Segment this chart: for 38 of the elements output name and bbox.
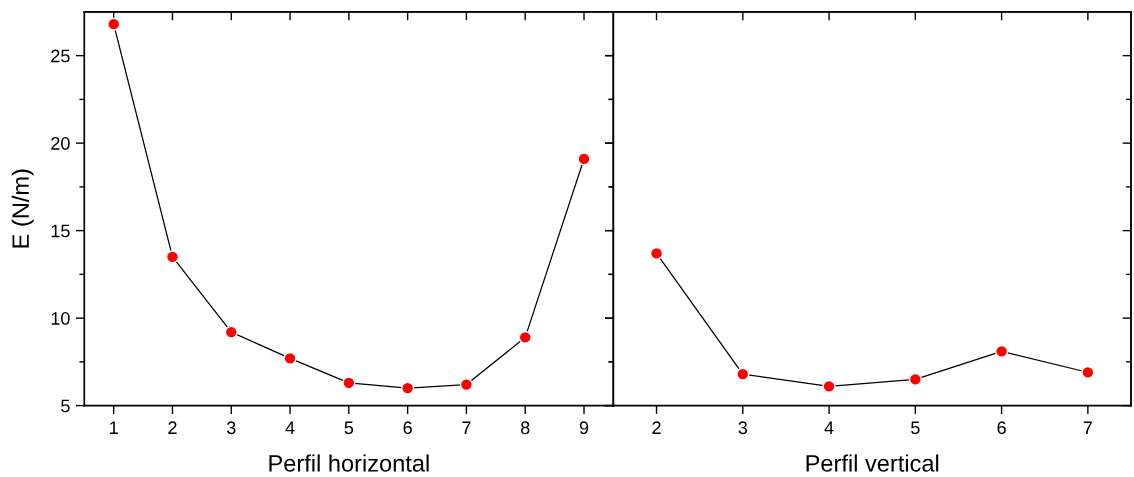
y-tick-label: 20 bbox=[51, 137, 70, 150]
x-tick-label: 3 bbox=[738, 421, 748, 435]
x-tick-label: 1 bbox=[110, 421, 118, 434]
x-tick-label: 2 bbox=[168, 421, 177, 434]
point bbox=[908, 372, 922, 386]
point bbox=[822, 379, 836, 393]
point bbox=[518, 330, 532, 344]
y-axis-title: E (N/m) bbox=[11, 169, 34, 248]
x-tick-label: 4 bbox=[824, 421, 834, 434]
x-axis-title: Perfil vertical bbox=[806, 454, 939, 472]
x-tick-label: 2 bbox=[652, 421, 661, 434]
y-tick-label: 10 bbox=[51, 312, 70, 325]
point bbox=[224, 325, 238, 339]
y-tick-label: 5 bbox=[61, 399, 70, 413]
x-tick-label: 6 bbox=[403, 421, 412, 435]
x-tick-label: 3 bbox=[226, 421, 236, 435]
point bbox=[401, 381, 415, 395]
x-tick-label: 6 bbox=[997, 421, 1006, 435]
point bbox=[459, 378, 474, 392]
y-tick-label: 15 bbox=[51, 224, 70, 238]
x-tick-label: 7 bbox=[462, 421, 471, 434]
point bbox=[283, 351, 297, 365]
x-tick-label: 5 bbox=[344, 421, 354, 435]
x-tick-label: 9 bbox=[579, 421, 589, 435]
point bbox=[995, 344, 1009, 358]
x-tick-label: 5 bbox=[911, 421, 920, 435]
point bbox=[577, 152, 591, 166]
x-axis-title: Perfil horizontal bbox=[269, 454, 429, 472]
point bbox=[649, 246, 664, 260]
y-tick-label: 25 bbox=[51, 49, 70, 63]
x-tick-label: 4 bbox=[285, 421, 295, 434]
x-tick-label: 8 bbox=[520, 421, 530, 435]
point bbox=[165, 250, 180, 264]
point bbox=[1081, 365, 1095, 379]
point bbox=[736, 367, 750, 381]
x-tick-label: 7 bbox=[1083, 421, 1092, 434]
point bbox=[342, 376, 356, 390]
point bbox=[107, 17, 121, 31]
